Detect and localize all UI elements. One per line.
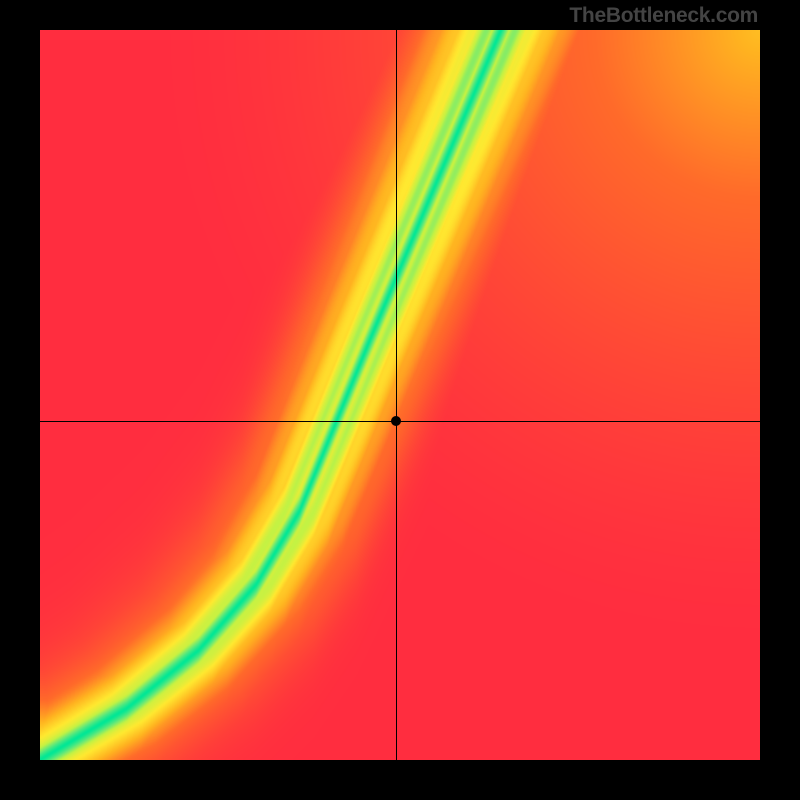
crosshair-vertical	[396, 30, 397, 760]
heatmap-plot	[40, 30, 760, 760]
attribution-text: TheBottleneck.com	[569, 4, 758, 28]
crosshair-dot	[391, 416, 401, 426]
heatmap-canvas	[40, 30, 760, 760]
